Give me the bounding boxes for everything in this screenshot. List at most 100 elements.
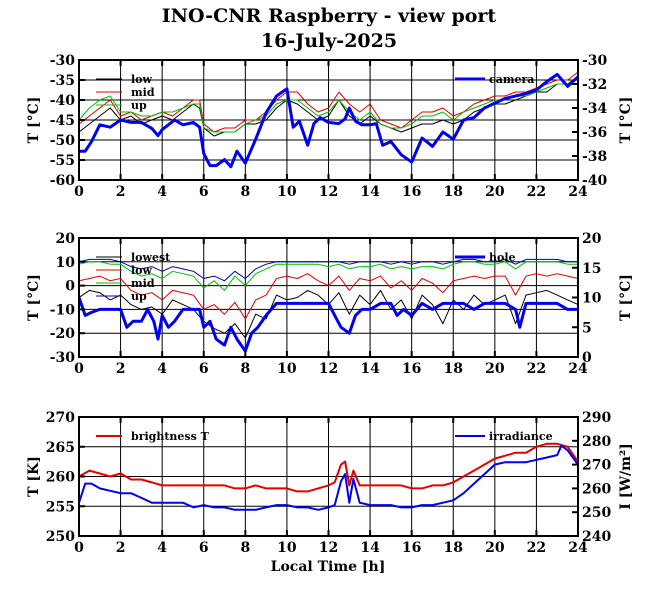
brightness-y2-axis-label: I [W/m²] xyxy=(618,443,634,509)
panel-brightness-irradiance: 0 2 4 6 8 10 12 14 16 18 20 22 242502552602652702402… xyxy=(26,410,634,556)
camera-xtick-label: 0 xyxy=(74,184,84,200)
legend-hole-label: hole xyxy=(489,251,516,264)
hole-y-axis-label: T [°C] xyxy=(26,274,42,321)
series-low-line xyxy=(79,273,578,320)
brightness-y2tick-label: 280 xyxy=(582,434,611,450)
brightness-y-axis-label: T [K] xyxy=(26,456,42,497)
legend-up-label: up xyxy=(131,290,147,303)
hole-ytick-label: 0 xyxy=(65,279,75,295)
camera-ytick-label: -50 xyxy=(50,133,76,149)
hole-xtick-label: 20 xyxy=(485,361,505,377)
hole-y2tick-label: 20 xyxy=(582,231,602,247)
hole-y2tick-label: 10 xyxy=(582,291,602,307)
legend-brightness-t-label: brightness T xyxy=(131,430,210,443)
series-up-line xyxy=(79,258,578,282)
series-camera-line xyxy=(79,72,578,169)
legend-low-label: low xyxy=(131,73,153,86)
camera-y2tick-label: -38 xyxy=(582,149,607,165)
camera-ytick-label: -45 xyxy=(50,113,75,129)
hole-ytick-label: 10 xyxy=(56,255,76,271)
brightness-xtick-label: 24 xyxy=(568,540,588,556)
series-mid-line xyxy=(79,261,578,291)
brightness-xtick-label: 22 xyxy=(527,540,546,556)
camera-xtick-label: 12 xyxy=(319,184,338,200)
series-up-line xyxy=(79,75,578,133)
x-axis-label: Local Time [h] xyxy=(271,559,386,575)
brightness-xtick-label: 4 xyxy=(157,540,167,556)
hole-y2tick-label: 15 xyxy=(582,261,601,277)
hole-xtick-label: 14 xyxy=(360,361,380,377)
camera-xtick-label: 24 xyxy=(568,184,588,200)
hole-xtick-label: 8 xyxy=(240,361,250,377)
hole-ytick-label: -30 xyxy=(50,350,76,366)
series-brightness-t-line xyxy=(79,442,578,493)
brightness-xtick-label: 20 xyxy=(485,540,505,556)
panel-camera-temperature: 0 2 4 6 8 10 12 14 16 18 20 22 24-60-55-50-45-40-35-… xyxy=(26,53,634,200)
figure-title: INO-CNR Raspberry - view port xyxy=(162,5,497,27)
brightness-y2tick-label: 250 xyxy=(582,505,611,521)
hole-xtick-label: 0 xyxy=(74,361,84,377)
brightness-ytick-label: 260 xyxy=(46,470,75,486)
camera-y2tick-label: -34 xyxy=(582,101,608,117)
camera-ytick-label: -60 xyxy=(50,173,76,189)
brightness-xtick-label: 6 xyxy=(199,540,209,556)
camera-ytick-label: -55 xyxy=(50,153,75,169)
brightness-ytick-label: 265 xyxy=(46,440,75,456)
brightness-ytick-label: 255 xyxy=(46,499,75,515)
hole-xtick-label: 4 xyxy=(157,361,167,377)
hole-xtick-label: 16 xyxy=(402,361,421,377)
figure-date: 16-July-2025 xyxy=(261,30,397,52)
brightness-xtick-label: 10 xyxy=(277,540,297,556)
series-hole-line xyxy=(79,297,578,353)
legend-irradiance-label: irradiance xyxy=(489,430,553,443)
camera-xtick-label: 20 xyxy=(485,184,505,200)
camera-y2tick-label: -40 xyxy=(582,173,608,189)
hole-y2tick-label: 0 xyxy=(582,350,592,366)
camera-xtick-label: 14 xyxy=(360,184,380,200)
brightness-y2tick-label: 270 xyxy=(582,458,611,474)
hole-xtick-label: 12 xyxy=(319,361,338,377)
brightness-xtick-label: 0 xyxy=(74,540,84,556)
brightness-xtick-label: 16 xyxy=(402,540,421,556)
hole-xtick-label: 22 xyxy=(527,361,546,377)
camera-xtick-label: 4 xyxy=(157,184,167,200)
camera-ytick-label: -30 xyxy=(50,53,76,69)
camera-y2-axis-label: T [°C] xyxy=(618,97,634,144)
camera-ytick-label: -40 xyxy=(50,93,76,109)
legend-camera-label: camera xyxy=(489,73,534,86)
panel-hole-temperature: 0 2 4 6 8 10 12 14 16 18 20 22 24-30-20-100102005101… xyxy=(26,231,634,377)
camera-y2tick-label: -30 xyxy=(582,53,608,69)
hole-ytick-label: -10 xyxy=(50,302,76,318)
camera-xtick-label: 18 xyxy=(444,184,463,200)
camera-xtick-label: 22 xyxy=(527,184,546,200)
legend-low-label: low xyxy=(131,264,153,277)
camera-y2tick-label: -32 xyxy=(582,77,607,93)
brightness-xtick-label: 18 xyxy=(444,540,463,556)
series-mid-line xyxy=(79,71,578,133)
camera-ytick-label: -35 xyxy=(50,73,75,89)
brightness-xtick-label: 2 xyxy=(116,540,126,556)
camera-xtick-label: 10 xyxy=(277,184,297,200)
camera-xtick-label: 2 xyxy=(116,184,126,200)
hole-ytick-label: 20 xyxy=(56,231,76,247)
hole-ytick-label: -20 xyxy=(50,326,76,342)
camera-xtick-label: 6 xyxy=(199,184,209,200)
hole-xtick-label: 24 xyxy=(568,361,588,377)
hole-xtick-label: 6 xyxy=(199,361,209,377)
camera-y-axis-label: T [°C] xyxy=(26,97,42,144)
hole-y2tick-label: 5 xyxy=(582,320,592,336)
camera-y2tick-label: -36 xyxy=(582,125,607,141)
brightness-y2tick-label: 260 xyxy=(582,481,611,497)
hole-y2-axis-label: T [°C] xyxy=(618,274,634,321)
camera-xtick-label: 16 xyxy=(402,184,421,200)
legend-mid-label: mid xyxy=(131,86,155,99)
camera-xtick-label: 8 xyxy=(240,184,250,200)
series-irradiance-line xyxy=(79,444,578,511)
brightness-ytick-label: 250 xyxy=(46,529,75,545)
brightness-y2tick-label: 240 xyxy=(582,529,611,545)
hole-xtick-label: 18 xyxy=(444,361,463,377)
legend-mid-label: mid xyxy=(131,277,155,290)
hole-xtick-label: 2 xyxy=(116,361,126,377)
brightness-xtick-label: 12 xyxy=(319,540,338,556)
